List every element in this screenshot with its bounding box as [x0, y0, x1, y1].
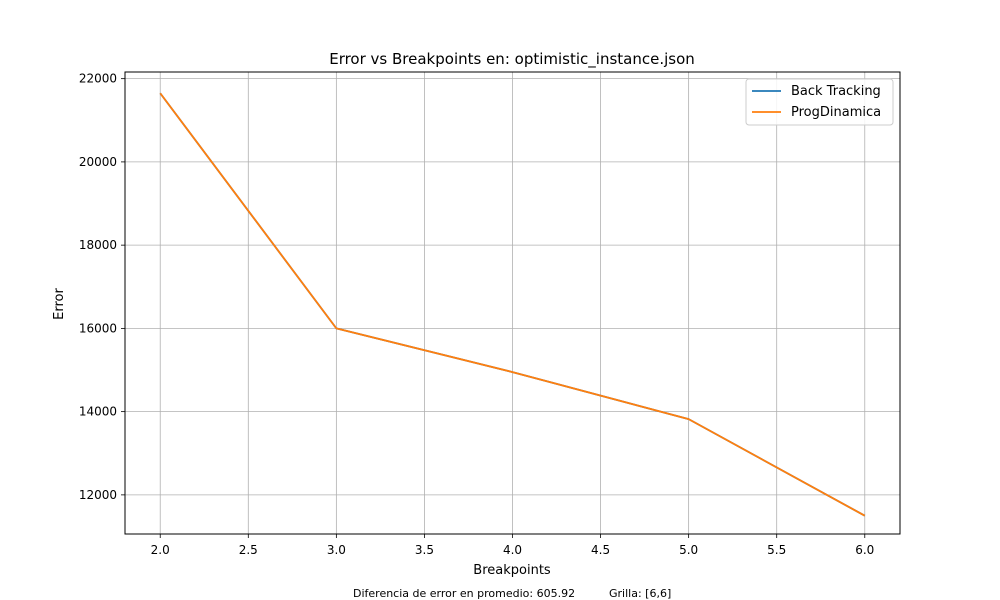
- x-tick-label: 2.0: [151, 543, 170, 557]
- x-tick-label: 4.0: [503, 543, 522, 557]
- x-tick-label: 3.0: [327, 543, 346, 557]
- chart-title: Error vs Breakpoints en: optimistic_inst…: [329, 50, 695, 69]
- x-tick-label: 4.5: [591, 543, 610, 557]
- x-axis-ticks: 2.0 2.5 3.0 3.5 4.0 4.5 5.0 5.5 6.0: [151, 534, 874, 557]
- y-tick-label: 12000: [79, 488, 117, 502]
- legend-label-back-tracking: Back Tracking: [791, 84, 881, 99]
- y-tick-label: 22000: [79, 72, 117, 86]
- x-tick-label: 2.5: [239, 543, 258, 557]
- grid: [125, 72, 900, 534]
- series-lines: [159, 92, 866, 517]
- y-axis-ticks: 12000 14000 16000 18000 20000 22000: [79, 72, 125, 502]
- x-tick-label: 5.5: [767, 543, 786, 557]
- grid-size-label: Grilla: [6,6]: [609, 587, 671, 600]
- series-line-progdinamica: [159, 92, 866, 517]
- y-tick-label: 18000: [79, 238, 117, 252]
- legend-label-progdinamica: ProgDinamica: [791, 105, 881, 120]
- x-tick-label: 3.5: [415, 543, 434, 557]
- x-tick-label: 5.0: [679, 543, 698, 557]
- legend-box: [745, 78, 894, 126]
- y-tick-label: 14000: [79, 405, 117, 419]
- y-axis-label: Error: [52, 288, 67, 320]
- y-tick-label: 16000: [79, 321, 117, 335]
- y-tick-label: 20000: [79, 155, 117, 169]
- x-tick-label: 6.0: [855, 543, 874, 557]
- x-axis-label: Breakpoints: [473, 563, 551, 578]
- average-error-difference: Diferencia de error en promedio: 605.92: [353, 587, 575, 600]
- legend: Back Tracking ProgDinamica: [745, 78, 894, 126]
